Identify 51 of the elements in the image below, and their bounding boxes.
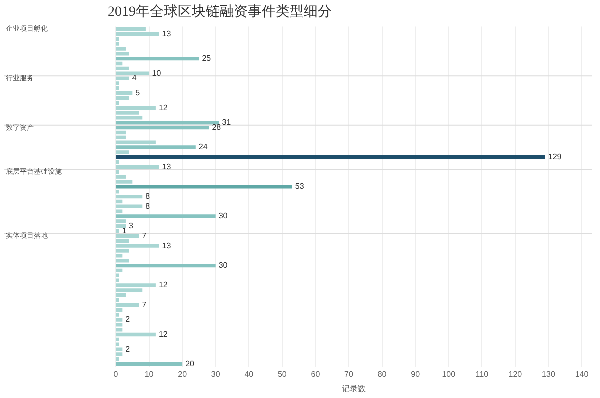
x-tick-label: 30 [211, 370, 221, 379]
data-label: 1 [122, 226, 128, 236]
x-tick-label: 90 [411, 370, 421, 379]
data-label: 28 [212, 123, 222, 132]
data-label: 2 [126, 344, 131, 354]
data-label: 25 [202, 54, 212, 64]
data-label: 12 [158, 103, 168, 112]
chart-title: 2019年全球区块链融资事件类型细分 [108, 4, 332, 20]
x-tick-label: 100 [442, 370, 456, 379]
data-label: 5 [136, 88, 141, 98]
data-label: 7 [142, 300, 148, 310]
data-label: 30 [218, 260, 228, 270]
data-label: 12 [158, 330, 168, 339]
data-label: 8 [146, 202, 151, 211]
data-label: 20 [186, 360, 196, 369]
data-label: 10 [152, 68, 162, 78]
x-tick-label: 120 [508, 370, 523, 379]
bar [116, 156, 546, 160]
x-tick-label: 140 [575, 370, 590, 379]
data-label: 12 [158, 280, 168, 290]
data-label: 31 [222, 118, 232, 128]
bar [116, 146, 196, 150]
x-tick-label: 80 [378, 370, 388, 379]
bar [116, 214, 216, 218]
data-label: 4 [132, 74, 138, 83]
x-tick-label: 60 [311, 370, 321, 379]
data-label: 13 [162, 162, 172, 172]
data-label: 3 [128, 222, 134, 231]
bar [116, 56, 200, 61]
bar [116, 150, 130, 154]
data-label: 30 [218, 212, 228, 221]
x-tick-label: 110 [476, 370, 490, 379]
bar [116, 185, 292, 189]
bar [116, 362, 183, 366]
data-label: 13 [162, 29, 172, 38]
data-label: 53 [295, 182, 305, 192]
data-label: 24 [198, 142, 208, 152]
x-tick-label: 130 [542, 370, 556, 379]
x-tick-label: 0 [114, 370, 119, 379]
x-tick-label: 10 [144, 370, 154, 379]
x-axis-title: 记录数 [342, 384, 366, 394]
data-label: 8 [146, 192, 151, 202]
x-tick-label: 50 [278, 370, 288, 379]
x-tick-label: 70 [344, 370, 354, 379]
data-label: 129 [548, 152, 562, 162]
data-label: 13 [162, 241, 172, 250]
x-tick-label: 40 [244, 370, 254, 379]
data-label: 7 [142, 231, 148, 240]
x-tick-label: 20 [178, 370, 188, 379]
bar [116, 264, 216, 268]
data-label: 2 [126, 315, 131, 324]
